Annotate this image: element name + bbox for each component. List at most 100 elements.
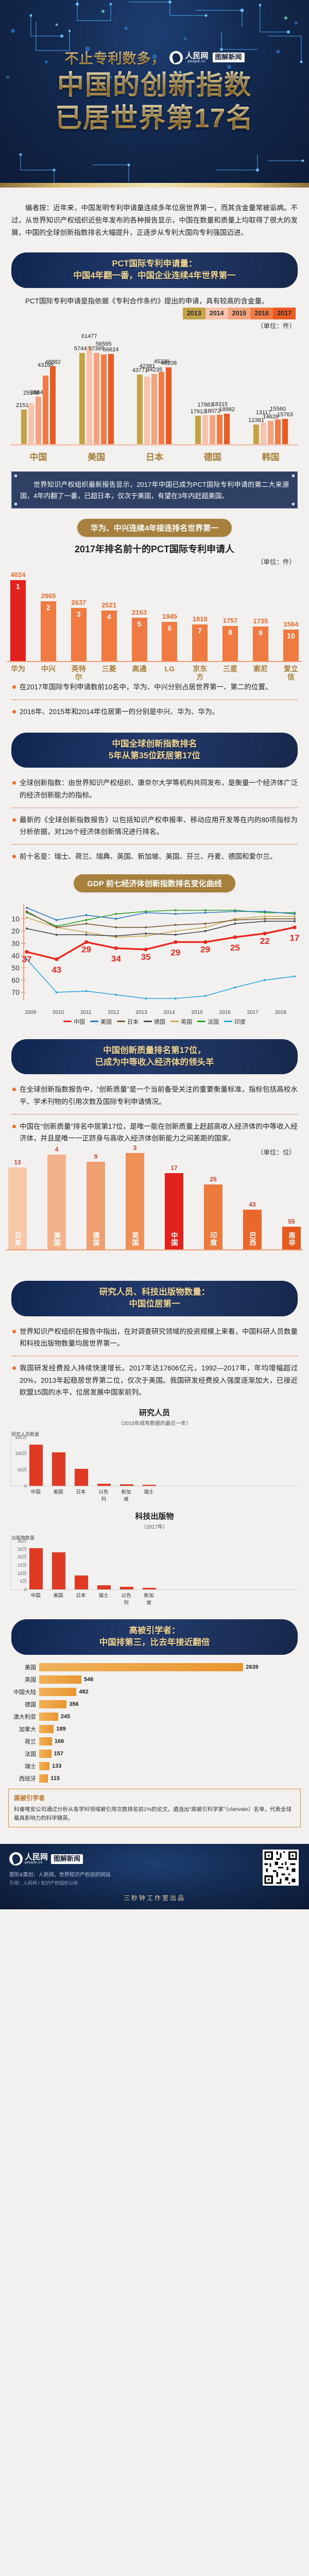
editor-note: 编者按：近年来，中国发明专利申请量连续多年位居世界第一，而其含金量常被诟病。不过… bbox=[11, 204, 298, 237]
bar-label: 巴西 bbox=[248, 1231, 256, 1246]
x-label-以色列: 以色列 bbox=[121, 1592, 131, 1606]
bar-value: 44235 bbox=[146, 366, 163, 373]
footer-logo-sub: people.cn bbox=[25, 1861, 43, 1865]
row-value: 356 bbox=[69, 1701, 79, 1707]
bar-group-美国: 57441 61477 57385 56595 56624 bbox=[74, 333, 118, 444]
section5-heading: 研究人员、科技出版物数量： 中国位居第一 bbox=[11, 1280, 298, 1316]
row-track: 115 bbox=[39, 1774, 301, 1783]
svg-text:35: 35 bbox=[141, 952, 151, 961]
bar: 25548 bbox=[23, 390, 39, 444]
legend-item-德国: 德国 bbox=[144, 1018, 165, 1026]
bar-value: 57441 bbox=[74, 345, 90, 352]
bar-value: 2163 bbox=[132, 608, 147, 616]
x-label-新加坡: 新加坡 bbox=[121, 1489, 131, 1502]
x-label-2009: 2009 bbox=[25, 1009, 37, 1015]
bar-label: 印度 bbox=[209, 1231, 217, 1246]
row-bar bbox=[39, 1761, 49, 1770]
x-label-日本: 日本 bbox=[76, 1592, 86, 1599]
legend-year-2016: 2016 bbox=[250, 307, 273, 319]
chart6-x-labels: 中国 美国 日本 瑞士 以色列 新加坡 bbox=[10, 1591, 299, 1606]
chart5-subtitle: （2015年成有数据的最近一年） bbox=[117, 1420, 192, 1427]
row-label: 中国大陆 bbox=[13, 1689, 36, 1696]
svg-text:20: 20 bbox=[11, 927, 20, 935]
bar-value: 25 bbox=[210, 1175, 217, 1183]
row-bar bbox=[39, 1712, 58, 1721]
row-track: 157 bbox=[39, 1749, 301, 1758]
bar-value: 55 bbox=[288, 1218, 295, 1226]
x-label-中国: 中国 bbox=[29, 452, 47, 462]
section2-subheading: 2017年排名前十的PCT国际专利申请人 bbox=[74, 544, 235, 555]
bullet-2: 我国研发经费投入持续快速增长。2017年达17606亿元，1992—2017年，… bbox=[11, 1362, 298, 1399]
bar-英国: 3 英国 bbox=[126, 1144, 144, 1249]
bar: 21514 bbox=[16, 402, 32, 444]
x-label-中国: 中国 bbox=[30, 1592, 41, 1599]
bar-京东方: 1818 7 bbox=[192, 615, 208, 662]
table-row: 美国 2639 bbox=[8, 1662, 301, 1672]
section-pct-volume: PCT国际专利申请量： 中国4年翻一番，中国企业连续4年世界第一 PCT国际专利… bbox=[0, 252, 309, 509]
section6-heading-line1: 高被引学者： bbox=[129, 1625, 180, 1635]
bar-英特尔: 2637 3 bbox=[71, 599, 87, 662]
chart-gii-rank-trend: 10 20 30 40 50 60 70 37 43 29 34 35 29 29 25 22 17 2009 2… bbox=[5, 901, 304, 1026]
bar: 15763 bbox=[277, 412, 293, 444]
page-footer: 人民网 people.cn 图解新闻 图形&策划：人民网，世界知识产权组织网站 … bbox=[0, 1844, 309, 1909]
qr-code[interactable] bbox=[263, 1849, 299, 1886]
section5-heading-line2: 中国位居第一 bbox=[129, 1299, 180, 1309]
chart6-title: 科技出版物 bbox=[135, 1512, 174, 1521]
bar-rank: 2 bbox=[46, 603, 50, 612]
bar-value: 9 bbox=[94, 1153, 98, 1160]
bar-value: 1735 bbox=[253, 617, 268, 625]
bar-rank: 10 bbox=[287, 632, 295, 640]
section4-heading: 中国创新质量排名第17位， 已成为中等收入经济体的领头羊 bbox=[11, 1039, 298, 1075]
header-title-a: 中国的创新指数 bbox=[0, 71, 309, 100]
bar: 57441 bbox=[74, 346, 90, 444]
svg-text:29: 29 bbox=[200, 944, 210, 954]
bar: 56624 bbox=[103, 347, 118, 444]
bar-以色列 bbox=[97, 1483, 111, 1486]
row-track: 356 bbox=[39, 1700, 301, 1708]
bar-以色列 bbox=[120, 1586, 133, 1589]
svg-text:30: 30 bbox=[11, 939, 20, 947]
bar-value: 43168 bbox=[38, 362, 54, 368]
x-label-新加坡: 新加坡 bbox=[144, 1592, 154, 1606]
legend-year-2013: 2013 bbox=[182, 307, 205, 319]
bar-body: 13 日本 bbox=[8, 1159, 27, 1249]
tujie-news-badge: 图解新闻 bbox=[212, 53, 245, 62]
x-label-韩国: 韩国 bbox=[262, 452, 280, 462]
bar-新加坡 bbox=[120, 1484, 133, 1486]
header-title-b: 已居世界第17名 bbox=[0, 104, 309, 133]
bar-rank: 7 bbox=[198, 626, 202, 635]
row-bar bbox=[39, 1675, 81, 1684]
table-row: 荷兰 166 bbox=[8, 1736, 301, 1747]
bar-高通: 2163 5 bbox=[131, 608, 147, 662]
legend-swatch bbox=[197, 1021, 205, 1023]
row-label: 瑞士 bbox=[25, 1763, 36, 1770]
row-label: 荷兰 bbox=[25, 1738, 36, 1745]
section1-note-text: 世界知识产权组织最新报告显示，2017年中国已成为PCT国际专利申请的第二大来源… bbox=[20, 480, 289, 500]
bar: 43771 bbox=[132, 367, 148, 444]
bar-三星: 1757 8 bbox=[222, 617, 238, 662]
bar-body: 3 英国 bbox=[126, 1144, 144, 1249]
bar-body: 4 美国 bbox=[47, 1146, 66, 1249]
bar: 18982 bbox=[219, 406, 235, 444]
bar-value: 17983 bbox=[197, 402, 214, 409]
x-label-2015: 2015 bbox=[191, 1009, 203, 1015]
x-label-中兴: 中兴 bbox=[41, 665, 56, 673]
bar-value: 56595 bbox=[95, 341, 112, 347]
section2-unit: （单位：件） bbox=[256, 558, 296, 566]
bar-rank: 8 bbox=[228, 628, 233, 636]
bar-group-日本: 43771 42381 44235 45239 48208 bbox=[132, 359, 177, 444]
chart3-x-labels: 2009 2010 2011 2012 2013 2014 2015 2016 2017 2018 bbox=[5, 1009, 304, 1015]
section-gii-rank: 中国全球创新指数排名 5年从第35位跃居第17位 全球创新指数：由世界知识产权组… bbox=[0, 732, 309, 1026]
bar: 18072 bbox=[204, 408, 220, 444]
legend-label: 美国 bbox=[100, 1019, 112, 1025]
x-label-中国: 中国 bbox=[30, 1489, 41, 1495]
bar-中国: 17 中国 bbox=[165, 1164, 183, 1249]
bar-rank: 6 bbox=[167, 624, 172, 633]
legend-item-日本: 日本 bbox=[117, 1018, 139, 1026]
bullet-3: 前十名是：瑞士、荷兰、瑞典、英国、新加坡、美国、芬兰、丹麦、德国和爱尔兰。 bbox=[11, 851, 298, 863]
bar-label: 南非 bbox=[287, 1231, 296, 1246]
y-tick: 0 bbox=[24, 1586, 27, 1592]
table-row: 澳大利亚 245 bbox=[8, 1711, 301, 1722]
bar-value: 1945 bbox=[162, 613, 177, 621]
bullet-2: 中国在“创新质量”排名中居第17位，是唯一能在创新质量上赶超高收入经济体的中等收… bbox=[11, 1121, 298, 1145]
